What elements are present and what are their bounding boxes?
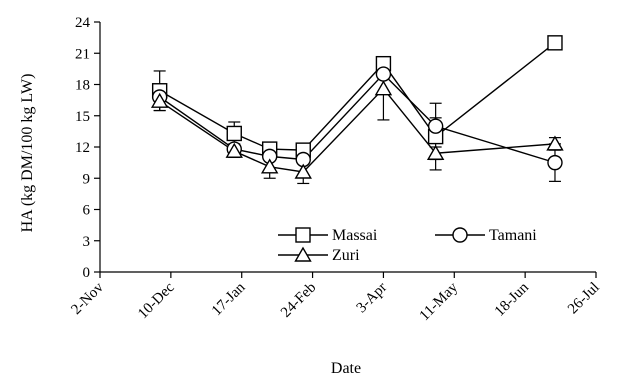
error-bars [153, 38, 561, 185]
data-point-tamani [547, 154, 563, 171]
y-axis-ticks: 0 3 6 9 12 15 18 21 24 [75, 15, 100, 281]
x-axis-title: Date [331, 360, 361, 377]
data-point-massai [226, 125, 242, 142]
x-tick-label: 2-Nov [68, 279, 107, 318]
x-tick-label: 17-Jan [209, 279, 249, 319]
data-point-zuri [260, 158, 279, 174]
data-point-zuri [225, 142, 243, 158]
legend: Massai Tamani Zuri [278, 227, 537, 264]
y-tick-label: 12 [75, 140, 90, 156]
y-tick-label: 6 [83, 203, 91, 219]
series-line-massai [159, 42, 556, 151]
series-lines [159, 42, 556, 173]
data-point-tamani [375, 66, 392, 82]
x-tick-label: 18-Jun [492, 279, 533, 320]
x-tick-label: 26-Jul [565, 280, 603, 318]
data-point-tamani [427, 118, 444, 134]
x-axis-ticks: 2-Nov 10-Dec 17-Jan 24-Feb 3-Apr 11-May 18-Jun… [68, 272, 603, 324]
y-tick-label: 3 [83, 234, 91, 250]
legend-label-tamani: Tamani [489, 227, 537, 244]
legend-marker-zuri [294, 246, 312, 262]
legend-item-tamani: Tamani [435, 227, 537, 244]
y-tick-label: 24 [75, 15, 91, 31]
y-tick-label: 0 [83, 265, 91, 281]
y-axis-title: HA (kg DM/100 kg LW) [19, 74, 36, 233]
y-tick-label: 9 [83, 171, 91, 187]
data-point-massai [547, 35, 563, 51]
x-tick-label: 3-Apr [354, 280, 391, 317]
legend-item-zuri: Zuri [278, 246, 360, 264]
data-point-zuri [546, 135, 564, 151]
y-tick-label: 18 [75, 78, 90, 94]
data-point-zuri [294, 163, 312, 179]
legend-item-massai: Massai [278, 227, 378, 244]
legend-label-zuri: Zuri [332, 247, 360, 264]
y-tick-label: 15 [75, 109, 90, 125]
x-tick-label: 11-May [417, 279, 462, 324]
legend-marker-tamani [452, 227, 468, 243]
series-line-tamani [159, 73, 556, 164]
x-tick-label: 10-Dec [135, 279, 178, 322]
legend-label-massai: Massai [332, 227, 378, 244]
y-tick-label: 21 [75, 46, 90, 62]
data-point-zuri [150, 92, 169, 108]
data-point-zuri [374, 80, 393, 96]
data-point-zuri [426, 144, 445, 160]
series-markers [150, 35, 564, 179]
legend-marker-massai [295, 227, 311, 243]
x-tick-label: 24-Feb [278, 280, 319, 321]
